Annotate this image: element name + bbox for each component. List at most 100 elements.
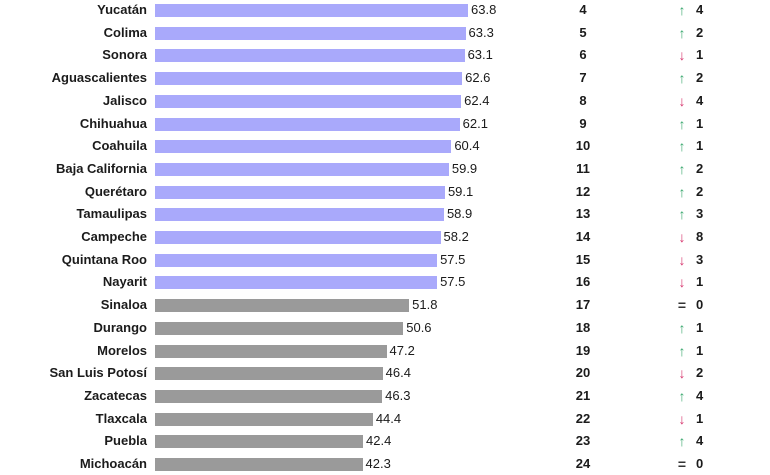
rank-label: 22 (575, 410, 591, 426)
value-bar (155, 276, 438, 290)
rank-label: 20 (575, 365, 591, 381)
value-bar (155, 321, 404, 335)
rank-change-label: 1 (696, 138, 704, 154)
value-label: 46.3 (385, 387, 411, 403)
rank-change-label: 1 (696, 274, 704, 290)
rank-change-label: 4 (696, 433, 704, 449)
value-label: 60.4 (454, 138, 480, 154)
chart-row: Sonora 63.1 6 ↓ 1 (0, 44, 770, 66)
rank-label: 12 (575, 183, 591, 199)
value-label: 47.2 (389, 342, 415, 358)
arrow-up-icon: ↑ (678, 24, 686, 41)
state-label: Tamaulipas (76, 206, 147, 222)
state-label: Chihuahua (79, 115, 147, 131)
rank-change-label: 2 (696, 24, 704, 40)
chart-row: Zacatecas 46.3 21 ↑ 4 (0, 385, 770, 407)
value-label: 63.1 (467, 47, 493, 63)
chart-row: Morelos 47.2 19 ↑ 1 (0, 340, 770, 362)
chart-row: Nayarit 57.5 16 ↓ 1 (0, 271, 770, 293)
chart-row: Tamaulipas 58.9 13 ↑ 3 (0, 203, 770, 225)
arrow-up-icon: ↑ (678, 160, 686, 177)
rank-label: 6 (579, 47, 587, 63)
value-bar (155, 367, 383, 381)
equal-icon: = (677, 456, 687, 472)
rank-label: 7 (579, 70, 587, 86)
value-bar (155, 185, 445, 199)
value-bar (155, 231, 441, 244)
chart-row: Chihuahua 62.1 9 ↑ 1 (0, 113, 770, 135)
chart-row: Sinaloa 51.8 17 = 0 (0, 294, 770, 316)
equal-icon: = (677, 297, 687, 314)
rank-label: 16 (575, 274, 591, 290)
rank-change-label: 2 (696, 70, 704, 86)
rank-change-label: 4 (696, 387, 704, 403)
value-bar (155, 208, 444, 222)
value-label: 46.4 (385, 365, 411, 381)
value-bar (155, 389, 383, 403)
chart-row: Michoacán 42.3 24 = 0 (0, 453, 770, 475)
arrow-up-icon: ↑ (678, 342, 686, 359)
state-label: Michoacán (79, 456, 147, 471)
state-label: Baja California (55, 160, 147, 176)
rank-label: 4 (579, 2, 587, 17)
state-label: Durango (93, 319, 147, 335)
value-label: 59.1 (447, 183, 474, 199)
chart-row: Querétaro 59.1 12 ↑ 2 (0, 181, 770, 203)
state-label: Puebla (104, 433, 147, 449)
arrow-up-icon: ↑ (678, 433, 686, 450)
chart-row: Yucatán 63.8 4 ↑ 4 (0, 0, 770, 21)
state-label: Sonora (102, 47, 147, 63)
rank-change-label: 1 (696, 115, 704, 131)
rank-label: 8 (579, 92, 587, 108)
state-label: Aguascalientes (51, 70, 147, 86)
value-bar (155, 299, 410, 313)
value-label: 50.6 (406, 319, 432, 335)
chart-row: Jalisco 62.4 8 ↓ 4 (0, 90, 770, 112)
rank-label: 24 (575, 456, 591, 471)
state-label: Sinaloa (100, 297, 147, 313)
rank-label: 9 (579, 115, 587, 131)
state-label: Yucatán (97, 2, 147, 17)
state-label: Nayarit (102, 274, 147, 290)
value-label: 58.2 (443, 229, 469, 244)
rank-label: 14 (575, 229, 591, 244)
rank-label: 18 (575, 319, 591, 335)
arrow-up-icon: ↑ (678, 138, 686, 155)
value-bar (155, 94, 462, 108)
rank-change-label: 1 (696, 319, 704, 335)
rank-change-label: 4 (696, 2, 704, 17)
rank-change-label: 3 (696, 251, 704, 267)
value-label: 58.9 (446, 206, 473, 222)
value-bar (155, 344, 387, 358)
arrow-down-icon: ↓ (678, 274, 686, 291)
arrow-down-icon: ↓ (678, 47, 686, 64)
rank-label: 10 (575, 138, 591, 154)
value-label: 42.4 (366, 433, 392, 449)
rank-change-label: 2 (696, 183, 704, 199)
state-label: Jalisco (102, 92, 147, 108)
value-bar (155, 435, 363, 449)
value-label: 57.5 (440, 274, 466, 290)
chart-row: Colima 63.3 5 ↑ 2 (0, 22, 770, 44)
chart-row: Coahuila 60.4 10 ↑ 1 (0, 135, 770, 157)
value-label: 44.4 (375, 410, 402, 426)
value-bar (155, 458, 363, 471)
state-label: Quintana Roo (61, 251, 147, 267)
state-label: Coahuila (92, 138, 147, 154)
chart-row: Puebla 42.4 23 ↑ 4 (0, 430, 770, 452)
value-bar (155, 412, 373, 426)
value-bar (155, 26, 466, 40)
rank-label: 5 (579, 24, 587, 40)
arrow-up-icon: ↑ (678, 319, 686, 336)
value-label: 51.8 (412, 297, 438, 313)
rank-label: 23 (575, 433, 591, 449)
arrow-up-icon: ↑ (678, 206, 686, 223)
chart-row: Quintana Roo 57.5 15 ↓ 3 (0, 249, 770, 271)
rank-change-label: 4 (696, 92, 704, 108)
rank-label: 21 (575, 387, 591, 403)
arrow-up-icon: ↑ (678, 183, 686, 200)
rank-change-label: 1 (696, 410, 704, 426)
arrow-down-icon: ↓ (678, 92, 686, 109)
arrow-down-icon: ↓ (678, 365, 686, 382)
